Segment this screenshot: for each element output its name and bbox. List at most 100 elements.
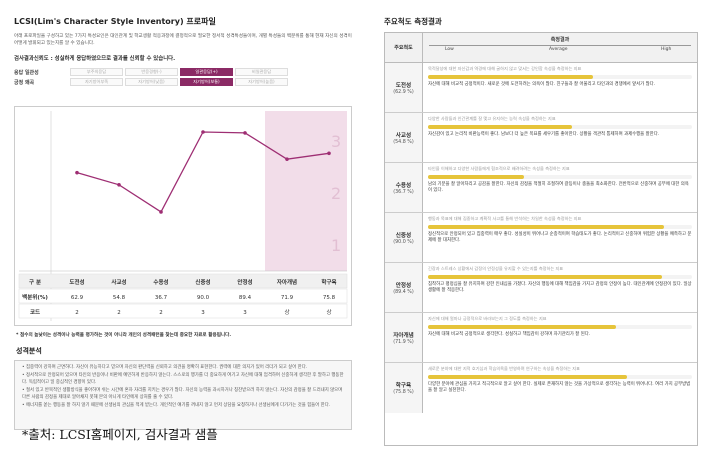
table-row-bg <box>18 273 348 289</box>
scale-description: 행동과 목표에 대해 집중하고 계획적 사고를 통해 반석하는 차일한 속성을 … <box>428 216 582 221</box>
header-scale: 주요척도 <box>385 33 423 62</box>
result-detail-cell: 긴장과 스트레스 상황에서 감정의 안정성을 유지할 수 있는지를 측정하는 지… <box>423 263 697 312</box>
band-label: 1 <box>331 236 341 255</box>
score-bar <box>428 175 525 179</box>
result-scale-cell: 안정성 (89.4 %) <box>385 263 423 312</box>
table-cell-category: 학구욕 <box>321 278 336 286</box>
result-scale-cell: 신중성 (90.0 %) <box>385 213 423 262</box>
tick-high: High <box>661 47 672 52</box>
header-axis-line <box>429 45 691 46</box>
profile-point-자아개념 <box>285 157 289 161</box>
table-row-label-code: 코드 <box>30 309 40 316</box>
high-band <box>265 111 347 271</box>
scale-cell: 부주의응답 <box>70 68 123 76</box>
scale-interpretation: 다양한 분야에 관심을 가지고 적극적으로 알고 싶어 한다. 실제로 존재하지… <box>428 382 691 393</box>
scale-cell: 자기방어(낮음) <box>125 78 178 86</box>
positive-distortion-label: 긍정 왜곡 <box>14 79 35 86</box>
result-detail-cell: 새로운 분야에 대한 지적 호기심과 학습의욕을 반영하며 연구하는 속성을 측… <box>423 363 697 413</box>
table-row-label-percentile: 백분위(%) <box>22 293 48 301</box>
score-bar-track <box>428 175 692 179</box>
profile-point-사교성 <box>117 183 121 187</box>
tick-average: Average <box>549 47 568 52</box>
scale-cell: 비일관응답 <box>235 68 288 76</box>
profile-intro: 아래 프로파일을 구성하고 있는 7가지 특성요인은 대인관계 및 학교생활 적… <box>14 34 352 46</box>
scale-cell: 자기방어(높음) <box>235 78 288 86</box>
scale-score: (89.4 %) <box>393 289 414 295</box>
result-row: 안정성 (89.4 %) 긴장과 스트레스 상황에서 감정의 안정성을 유지할 수 … <box>385 263 697 313</box>
score-bar <box>428 75 593 79</box>
results-header: 주요척도 측정결과 Low Average High <box>385 33 697 63</box>
table-row-bg <box>18 288 348 304</box>
score-bar <box>428 325 617 329</box>
table-cell-code: 3 <box>201 310 205 316</box>
table-cell-percentile: 36.7 <box>155 295 168 301</box>
table-cell-category: 안정성 <box>237 278 252 286</box>
result-detail-cell: 행동과 목표에 대해 집중하고 계획적 사고를 통해 반석하는 차일한 속성을 … <box>423 213 697 262</box>
header-result-label: 측정결과 <box>550 37 570 43</box>
table-row-label-category: 구 분 <box>29 278 41 286</box>
scale-score: (75.8 %) <box>393 390 414 395</box>
scale-score: (62.9 %) <box>393 89 414 95</box>
scale-name: 신중성 <box>395 232 412 239</box>
scale-cell-active: 일관응답(+) <box>180 68 233 76</box>
table-cell-category: 신중성 <box>195 278 210 286</box>
score-bar <box>428 125 572 129</box>
result-row: 사교성 (54.8 %) 다양한 사람들과 인간관계를 잘 맺고 유지하는 능력 속… <box>385 113 697 163</box>
scale-name: 수용성 <box>395 182 412 189</box>
profile-point-수용성 <box>159 210 163 214</box>
result-row: 도전성 (62.9 %) 목적달성에 대한 자신감과 역경에 대해 굴하지 않고 맞… <box>385 63 697 113</box>
header-result: 측정결과 Low Average High <box>423 33 697 62</box>
table-cell-code: 2 <box>75 310 79 316</box>
band-label: 2 <box>331 184 341 203</box>
scale-score: (90.0 %) <box>393 239 414 245</box>
scale-description: 자신에 대해 얼마나 긍정적으로 바라보는지 그 정도를 측정하는 지표 <box>428 316 547 321</box>
table-cell-category: 자아개념 <box>277 278 297 286</box>
table-cell-code: 상 <box>326 308 331 316</box>
results-title: 주요척도 측정결과 <box>384 17 442 26</box>
results-table: 주요척도 측정결과 Low Average High 도전성 (62.9 %) 목적… <box>384 32 698 446</box>
score-bar <box>428 375 627 379</box>
tick-low: Low <box>445 47 454 52</box>
table-cell-code: 2 <box>117 310 121 316</box>
result-detail-cell: 타인을 이해하고 다양한 사람들에게 협조적으로 배려하려는 속성을 측정하는 … <box>423 163 697 212</box>
result-scale-cell: 학구욕 (75.8 %) <box>385 363 423 413</box>
analysis-item: • 정서적으로 안정되어 있으며 타인의 반응이나 비판에 예민하게 반응하지 … <box>22 373 344 385</box>
scale-name: 자아개념 <box>393 332 414 339</box>
response-consistency-label: 응답 일관성 <box>14 69 39 76</box>
score-bar <box>428 225 664 229</box>
table-cell-code: 3 <box>243 310 247 316</box>
result-scale-cell: 수용성 (36.7 %) <box>385 163 423 212</box>
result-row: 자아개념 (71.9 %) 자신에 대해 얼마나 긍정적으로 바라보는지 그 정도를… <box>385 313 697 363</box>
analysis-item: • 에너지를 쏟는 행동을 잘 하지 않기 때문에 선생님의 관심을 적게 받는… <box>22 403 331 409</box>
table-cell-percentile: 75.8 <box>323 295 336 301</box>
profile-points <box>75 130 331 214</box>
table-cell-category: 수용성 <box>153 278 168 286</box>
source-caption: *출처: LCSI홈페이지, 검사결과 샘플 <box>22 427 218 442</box>
score-bar <box>428 275 663 279</box>
result-detail-cell: 다양한 사람들과 인간관계를 잘 맺고 유지하는 능력 속성을 측정하는 지표 자… <box>423 113 697 162</box>
profile-point-학구욕 <box>327 151 331 156</box>
table-cell-percentile: 54.8 <box>113 295 126 301</box>
scale-cell: 반응경향(-) <box>125 68 178 76</box>
result-row: 학구욕 (75.8 %) 새로운 분야에 대한 지적 호기심과 학습의욕을 반영하며… <box>385 363 697 413</box>
scale-score: (36.7 %) <box>393 189 414 195</box>
scale-description: 타인을 이해하고 다양한 사람들에게 협조적으로 배려하려는 속성을 측정하는 … <box>428 166 570 171</box>
scale-name: 사교성 <box>395 132 412 139</box>
profile-point-신중성 <box>201 130 205 134</box>
scale-description: 목적달성에 대한 자신감과 역경에 대해 굴하지 않고 맞서는 강인함 속성을 … <box>428 66 582 71</box>
profile-point-안정성 <box>243 131 247 135</box>
table-cell-percentile: 90.0 <box>197 295 210 301</box>
reliability-statement: 검사결과신뢰도 : 성실하게 응답하였으므로 결과를 신뢰할 수 있습니다. <box>14 56 176 62</box>
scale-interpretation: 침착하고 평정심을 잘 유지하며 강한 인내심을 가졌다. 자신의 행동에 대해… <box>428 282 692 293</box>
scale-interpretation: 자신에 대해 비교적 긍정적으로 생각한다. 성실하고 책임감이 강하며 자기관… <box>428 332 591 337</box>
table-cell-percentile: 62.9 <box>71 295 84 301</box>
result-row: 수용성 (36.7 %) 타인을 이해하고 다양한 사람들에게 협조적으로 배려하려… <box>385 163 697 213</box>
table-cell-category: 도전성 <box>69 278 84 286</box>
scale-description: 다양한 사람들과 인간관계를 잘 맺고 유지하는 능력 속성을 측정하는 지표 <box>428 116 556 121</box>
table-cell-category: 사교성 <box>111 278 126 286</box>
result-scale-cell: 자아개념 (71.9 %) <box>385 313 423 362</box>
analysis-item: • 절서 있고 반복적인 생활방식을 좋아하며 쉬는 시간에 혼자 자리를 지키… <box>22 388 343 400</box>
